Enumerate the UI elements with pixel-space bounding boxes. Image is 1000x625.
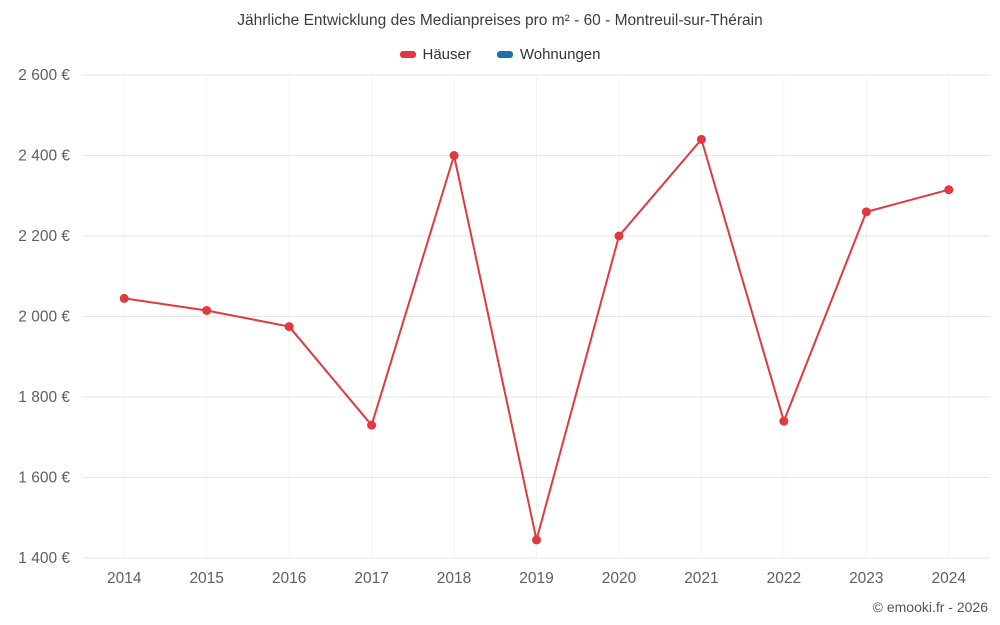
x-axis-tick-label: 2024 bbox=[932, 570, 967, 587]
data-point-häuser bbox=[119, 293, 129, 303]
legend-item-wohnungen[interactable]: Wohnungen bbox=[496, 46, 601, 63]
x-axis-tick-label: 2019 bbox=[519, 570, 553, 587]
y-axis-tick-label: 2 200 € bbox=[18, 228, 70, 245]
legend-item-haeuser[interactable]: Häuser bbox=[399, 46, 471, 63]
data-point-häuser bbox=[861, 207, 871, 217]
legend-label-wohnungen: Wohnungen bbox=[519, 46, 601, 63]
y-axis-tick-label: 2 000 € bbox=[18, 309, 70, 326]
x-axis-tick-label: 2022 bbox=[767, 570, 801, 587]
y-axis-tick-label: 1 600 € bbox=[18, 470, 70, 487]
y-axis-tick-label: 2 400 € bbox=[18, 148, 70, 165]
legend-marker-haeuser-icon bbox=[399, 51, 416, 58]
legend-label-haeuser: Häuser bbox=[422, 46, 471, 63]
x-axis-tick-label: 2018 bbox=[437, 570, 471, 587]
x-axis-tick-label: 2017 bbox=[354, 570, 388, 587]
x-axis-tick-label: 2016 bbox=[272, 570, 306, 587]
data-point-häuser bbox=[696, 134, 706, 144]
x-axis-tick-label: 2020 bbox=[602, 570, 637, 587]
data-point-häuser bbox=[614, 231, 624, 241]
data-point-häuser bbox=[779, 416, 789, 426]
data-point-häuser bbox=[202, 305, 212, 315]
data-point-häuser bbox=[532, 535, 541, 545]
data-point-häuser bbox=[284, 322, 294, 332]
x-axis-tick-label: 2015 bbox=[189, 570, 223, 587]
x-axis-tick-label: 2014 bbox=[107, 570, 142, 587]
legend-marker-wohnungen-icon bbox=[496, 51, 513, 58]
x-axis-tick-label: 2021 bbox=[684, 570, 718, 587]
x-axis-tick-label: 2023 bbox=[849, 570, 883, 587]
data-point-häuser bbox=[367, 420, 377, 430]
y-axis-tick-label: 1 400 € bbox=[18, 550, 70, 567]
data-point-häuser bbox=[944, 185, 954, 195]
data-point-häuser bbox=[449, 151, 459, 160]
chart-title: Jährliche Entwicklung des Medianpreises … bbox=[237, 12, 763, 29]
chart-footer-credit: © emooki.fr - 2026 bbox=[872, 599, 988, 615]
chart-legend: Häuser Wohnungen bbox=[0, 46, 1000, 63]
y-axis-tick-label: 1 800 € bbox=[18, 389, 70, 406]
y-axis-tick-label: 2 600 € bbox=[18, 67, 70, 84]
